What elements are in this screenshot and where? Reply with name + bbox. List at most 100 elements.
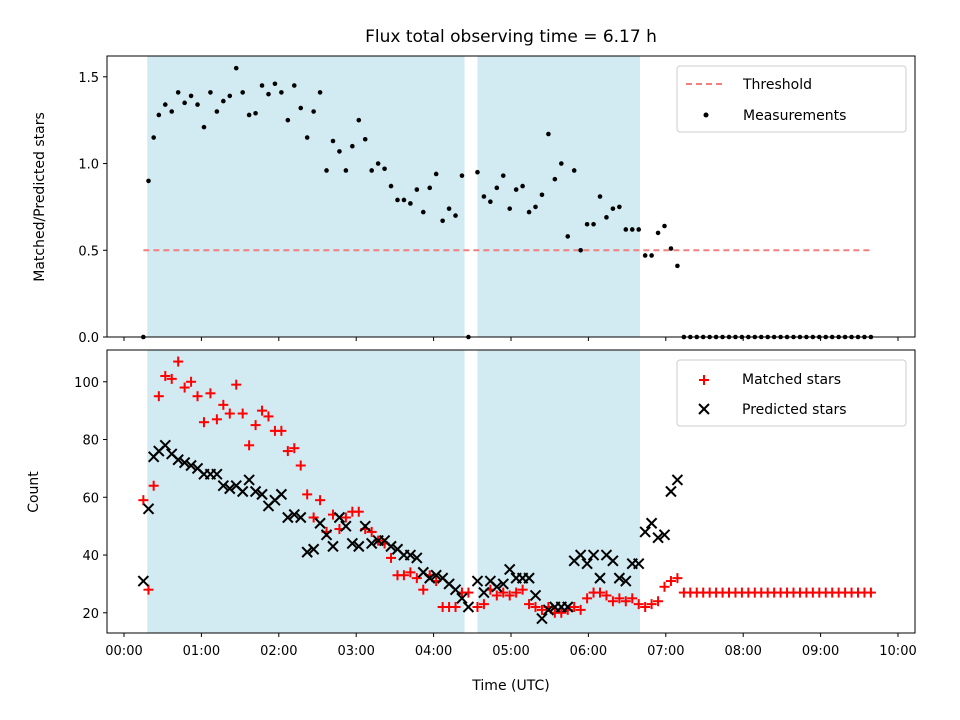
x-tick-label: 02:00 xyxy=(260,644,297,659)
x-tick-label: 08:00 xyxy=(724,644,761,659)
legend-matched-marker xyxy=(699,375,709,385)
matched-point xyxy=(148,480,159,491)
matched-point xyxy=(218,399,229,410)
matched-point xyxy=(582,593,593,604)
x-tick-label: 05:00 xyxy=(492,644,529,659)
x-tick-label: 06:00 xyxy=(570,644,607,659)
predicted-point xyxy=(497,578,509,590)
matched-point xyxy=(530,602,541,613)
measurement-point xyxy=(559,161,564,166)
predicted-point xyxy=(613,572,626,584)
measurement-point xyxy=(526,209,532,215)
x-tick-label: 07:00 xyxy=(647,644,684,659)
measurement-point xyxy=(188,93,194,99)
measurement-point xyxy=(279,90,284,95)
measurement-point xyxy=(375,161,381,166)
predicted-point xyxy=(236,485,249,498)
legend-measurements-swatch xyxy=(703,112,709,118)
legend-matched-swatch xyxy=(699,375,709,385)
matched-point xyxy=(633,599,644,610)
legend-predicted-swatch xyxy=(698,403,710,415)
predicted-point xyxy=(301,546,313,558)
measurement-point xyxy=(401,197,407,203)
count-legend-box xyxy=(676,359,907,427)
chart-title: Flux total observing time = 6.17 h xyxy=(365,27,657,47)
measurement-point xyxy=(475,169,480,175)
matched-point xyxy=(472,602,483,613)
predicted-point xyxy=(658,529,671,541)
x-tick-label: 04:00 xyxy=(415,644,452,659)
x-axis-label: Time (UTC) xyxy=(471,678,549,694)
predicted-point xyxy=(185,459,197,472)
measurement-point xyxy=(533,204,538,210)
matched-point xyxy=(595,587,606,598)
matched-point xyxy=(276,425,287,436)
matched-point xyxy=(153,391,164,402)
predicted-point xyxy=(159,439,171,452)
predicted-point xyxy=(523,572,535,584)
measurement-point xyxy=(507,206,513,211)
predicted-point xyxy=(359,520,371,532)
matched-point xyxy=(315,495,326,506)
predicted-point xyxy=(211,468,223,480)
matched-point xyxy=(575,604,586,615)
predicted-point xyxy=(288,508,300,521)
matched-point xyxy=(665,576,676,587)
matched-point xyxy=(302,489,313,500)
predicted-point xyxy=(217,480,230,492)
matched-point xyxy=(237,408,248,419)
ratio-shade-1 xyxy=(477,56,640,337)
legend-threshold-label: Threshold xyxy=(742,77,812,93)
matched-point xyxy=(250,420,261,431)
matched-point xyxy=(257,405,268,416)
measurement-point xyxy=(675,263,680,269)
ratio-y-tick-label: 1.0 xyxy=(78,158,99,173)
measurement-point xyxy=(642,253,648,258)
count-panel: 20 40 60 80 100 00:00 01:00 02:00 03:00 04:00 05:… xyxy=(26,349,917,694)
measurement-point xyxy=(446,206,452,211)
count-legend: Matched stars Predicted stars xyxy=(676,359,907,427)
measurement-point xyxy=(629,227,635,232)
matched-point xyxy=(143,584,154,595)
predicted-point xyxy=(665,485,677,498)
matched-point xyxy=(411,573,422,584)
matched-point xyxy=(659,581,670,592)
matched-point xyxy=(491,590,502,601)
predicted-point xyxy=(346,537,359,550)
measurement-point xyxy=(539,192,545,198)
measurement-point xyxy=(151,135,156,140)
predicted-point xyxy=(587,549,600,561)
predicted-point xyxy=(411,552,423,564)
measurement-point xyxy=(253,110,258,116)
predicted-point xyxy=(529,589,542,602)
measurement-point xyxy=(146,178,151,184)
ratio-legend-box xyxy=(676,65,907,133)
measurement-point xyxy=(552,176,558,182)
measurement-point xyxy=(246,112,252,118)
predicted-point xyxy=(320,529,333,541)
measurement-point xyxy=(636,227,642,232)
count-y-tick-label: 100 xyxy=(74,376,99,391)
matched-point xyxy=(653,596,664,607)
measurement-point xyxy=(221,98,226,104)
measurement-point xyxy=(298,105,304,111)
measurement-point xyxy=(591,221,596,227)
measurement-point xyxy=(662,223,667,229)
predicted-point xyxy=(562,601,574,613)
matched-point xyxy=(186,376,197,387)
x-tick-label: 10:00 xyxy=(879,644,916,659)
predicted-point xyxy=(574,549,587,561)
measurement-point xyxy=(356,117,362,123)
matched-point xyxy=(614,593,625,604)
measurement-point xyxy=(337,149,342,154)
count-y-tick-label: 40 xyxy=(82,549,99,564)
measurement-point xyxy=(195,102,200,107)
measurement-point xyxy=(408,201,413,206)
predicted-point xyxy=(353,540,365,553)
predicted-point xyxy=(607,555,619,567)
measurement-point xyxy=(571,168,577,173)
matched-point xyxy=(398,570,409,581)
predicted-point xyxy=(449,583,462,596)
predicted-point xyxy=(491,581,503,593)
measurement-point xyxy=(317,90,323,95)
